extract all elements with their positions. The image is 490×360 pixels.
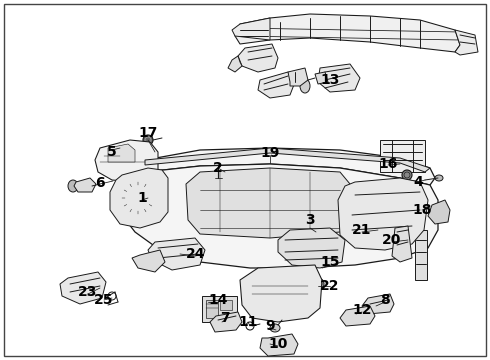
- Ellipse shape: [270, 324, 280, 332]
- Bar: [202, 296, 237, 322]
- Polygon shape: [455, 30, 478, 55]
- Bar: [268, 282, 276, 288]
- Text: 4: 4: [413, 175, 423, 189]
- Text: 6: 6: [95, 176, 105, 190]
- Bar: [380, 140, 425, 172]
- Text: 23: 23: [78, 285, 98, 299]
- Ellipse shape: [312, 278, 324, 290]
- Ellipse shape: [143, 135, 153, 145]
- Text: 20: 20: [382, 233, 402, 247]
- Polygon shape: [186, 168, 350, 238]
- Polygon shape: [318, 64, 360, 92]
- Polygon shape: [260, 334, 298, 356]
- Polygon shape: [110, 168, 168, 228]
- Text: 3: 3: [305, 213, 315, 227]
- Bar: [294, 282, 302, 288]
- Text: 19: 19: [260, 146, 280, 160]
- Text: 15: 15: [320, 255, 340, 269]
- Ellipse shape: [238, 34, 246, 42]
- Bar: [281, 282, 289, 288]
- Polygon shape: [115, 160, 438, 268]
- Polygon shape: [288, 68, 308, 86]
- Text: 25: 25: [94, 293, 114, 307]
- Bar: [255, 282, 263, 288]
- Text: 16: 16: [378, 157, 398, 171]
- Text: 9: 9: [265, 319, 275, 333]
- Polygon shape: [132, 250, 165, 272]
- Text: 2: 2: [213, 161, 223, 175]
- Text: 14: 14: [208, 293, 228, 307]
- Polygon shape: [74, 178, 96, 192]
- Text: 11: 11: [238, 315, 258, 329]
- Text: 24: 24: [186, 247, 206, 261]
- Polygon shape: [232, 18, 270, 40]
- Ellipse shape: [236, 29, 248, 37]
- Polygon shape: [362, 294, 394, 314]
- Polygon shape: [60, 272, 106, 304]
- Polygon shape: [315, 72, 328, 84]
- Polygon shape: [148, 238, 205, 270]
- Polygon shape: [235, 14, 460, 52]
- Text: 18: 18: [412, 203, 432, 217]
- Bar: [415, 230, 427, 280]
- Polygon shape: [238, 44, 278, 72]
- Text: 17: 17: [138, 126, 158, 140]
- Ellipse shape: [272, 341, 288, 351]
- Text: 21: 21: [352, 223, 372, 237]
- Text: 1: 1: [137, 191, 147, 205]
- Polygon shape: [258, 72, 295, 98]
- Polygon shape: [145, 148, 435, 185]
- Polygon shape: [240, 265, 322, 322]
- Polygon shape: [340, 306, 375, 326]
- Text: 12: 12: [352, 303, 372, 317]
- Polygon shape: [392, 226, 412, 262]
- Polygon shape: [108, 144, 135, 162]
- Text: 13: 13: [320, 73, 340, 87]
- Ellipse shape: [300, 79, 310, 93]
- Polygon shape: [228, 56, 242, 72]
- Text: 8: 8: [380, 293, 390, 307]
- Ellipse shape: [68, 180, 78, 192]
- Text: 10: 10: [269, 337, 288, 351]
- Polygon shape: [428, 200, 450, 224]
- Bar: [102, 152, 122, 160]
- Bar: [252, 278, 310, 300]
- Polygon shape: [95, 140, 158, 182]
- Ellipse shape: [402, 170, 412, 180]
- Polygon shape: [338, 178, 428, 250]
- Polygon shape: [210, 312, 242, 332]
- Bar: [248, 274, 313, 304]
- Text: 7: 7: [220, 311, 230, 325]
- Text: 22: 22: [320, 279, 340, 293]
- Text: 5: 5: [107, 145, 117, 159]
- Bar: [206, 300, 218, 318]
- Bar: [220, 300, 232, 310]
- Polygon shape: [145, 148, 430, 172]
- Ellipse shape: [435, 175, 443, 181]
- Polygon shape: [278, 228, 345, 268]
